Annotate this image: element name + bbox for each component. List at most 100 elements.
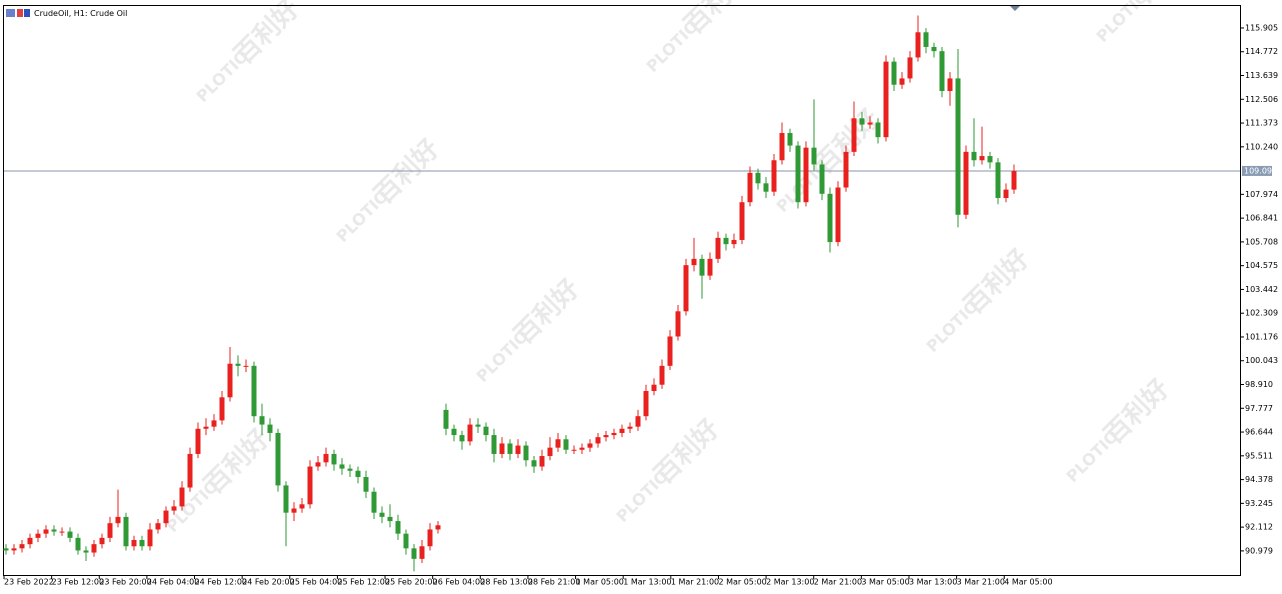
candle-body [739, 202, 745, 240]
candle-body [859, 118, 865, 125]
candle-body [643, 391, 649, 417]
candle-body [571, 449, 577, 451]
candle-body [283, 485, 289, 513]
candle-body [115, 516, 121, 524]
candle-body [747, 172, 753, 203]
x-tick-label: 3 Mar 21:00 [957, 578, 1005, 587]
y-tick-label: 100.043 [1245, 356, 1278, 365]
candle-body [803, 147, 809, 203]
candle-body [819, 164, 825, 194]
candle-body [611, 432, 617, 436]
candle-body [267, 424, 273, 433]
x-tick-label: 23 Feb 20:00 [99, 578, 151, 587]
y-tick-label: 113.639 [1245, 71, 1278, 80]
x-tick-label: 25 Feb 20:00 [385, 578, 437, 587]
candle-body [515, 445, 521, 454]
candle-body [763, 183, 769, 192]
candle-body [883, 61, 889, 138]
x-tick-label: 2 Mar 13:00 [766, 578, 814, 587]
candle-body [219, 397, 225, 421]
y-tick-label: 114.772 [1245, 47, 1278, 56]
y-tick-label: 98.910 [1245, 380, 1273, 389]
x-tick-label: 25 Feb 12:00 [337, 578, 389, 587]
x-tick-label: 24 Feb 12:00 [195, 578, 247, 587]
candle-body [139, 539, 145, 547]
x-tick-label: 24 Feb 20:00 [242, 578, 294, 587]
candle-body [411, 548, 417, 559]
candle-body [475, 424, 481, 427]
x-tick-label: 23 Feb 2022 [4, 578, 54, 587]
shift-marker [1010, 6, 1020, 11]
candle-body [835, 187, 841, 243]
candle-body [755, 172, 761, 184]
candle-body [867, 122, 873, 125]
candle-body [1003, 189, 1009, 199]
candle-body [155, 523, 161, 530]
candle-body [619, 428, 625, 433]
candle-body [939, 51, 945, 92]
candle-body [843, 151, 849, 188]
candle-body [507, 443, 513, 454]
candle-body [259, 416, 265, 425]
candle-body [875, 122, 881, 138]
candle-body [131, 539, 137, 547]
candle-body [795, 145, 801, 203]
x-tick-label: 28 Feb 21:00 [528, 578, 580, 587]
candle-body [323, 453, 329, 463]
candle-body [83, 550, 89, 553]
x-tick-label: 25 Feb 04:00 [290, 578, 342, 587]
y-tick-label: 112.506 [1245, 95, 1278, 104]
candle-body [899, 78, 905, 85]
candle-body [227, 363, 233, 398]
candle-body [451, 428, 457, 436]
candle-body [347, 468, 353, 471]
x-tick-label: 3 Mar 13:00 [909, 578, 957, 587]
candle-body [915, 32, 921, 58]
candle-body [579, 447, 585, 450]
candle-body [595, 437, 601, 444]
candle-body [987, 156, 993, 163]
candle-body [771, 160, 777, 192]
x-tick-label: 1 Mar 21:00 [671, 578, 719, 587]
candle-body [59, 531, 65, 533]
candle-body [403, 533, 409, 549]
current-price-label: 109.090 [1244, 166, 1277, 175]
candle-body [827, 193, 833, 243]
candle-body [123, 516, 129, 547]
candle-body [51, 529, 57, 532]
candle-body [483, 426, 489, 436]
candle-body [235, 363, 241, 366]
candle-body [891, 61, 897, 85]
x-tick-label: 1 Mar 13:00 [623, 578, 671, 587]
candle-body [691, 258, 697, 266]
x-tick-label: 2 Mar 21:00 [814, 578, 862, 587]
y-tick-label: 110.240 [1245, 142, 1278, 151]
x-tick-label: 4 Mar 05:00 [1004, 578, 1052, 587]
y-tick-label: 105.708 [1245, 237, 1278, 246]
candle-body [251, 365, 257, 417]
candle-body [651, 384, 657, 392]
candle-body [243, 365, 249, 367]
y-tick-label: 90.979 [1245, 546, 1273, 555]
candle-body [395, 521, 401, 534]
candle-body [779, 132, 785, 161]
candle-body [603, 435, 609, 438]
x-tick-label: 3 Mar 05:00 [861, 578, 909, 587]
y-tick-label: 102.309 [1245, 309, 1278, 318]
y-tick-label: 106.841 [1245, 214, 1278, 223]
candle-body [363, 477, 369, 492]
candle-body [379, 512, 385, 517]
candle-body [35, 533, 41, 538]
candle-body [851, 118, 857, 152]
candle-body [43, 529, 49, 534]
y-tick-label: 111.373 [1245, 119, 1278, 128]
candle-body [307, 466, 313, 505]
candle-body [163, 510, 169, 524]
candle-body [427, 529, 433, 547]
candle-body [107, 523, 113, 538]
chart-title: CrudeOil, H1: Crude Oil [34, 9, 127, 18]
candle-body [699, 258, 705, 276]
candle-body [315, 462, 321, 467]
candle-body [963, 151, 969, 215]
candle-body [907, 57, 913, 79]
